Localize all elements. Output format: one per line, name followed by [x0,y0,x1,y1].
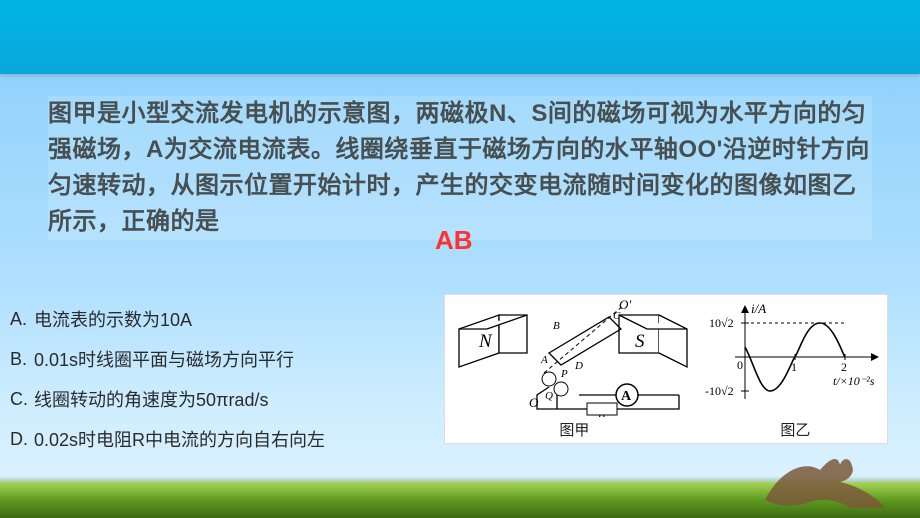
option-text: 0.02s时电阻R中电流的方向自右向左 [34,426,325,452]
option-c: C. 线圈转动的角速度为50πrad/s [10,386,450,412]
figure-generator: N S O' O B C A D P Q [445,295,704,443]
generator-svg: N S O' O B C A D P Q [449,299,699,417]
svg-text:B: B [553,320,560,332]
option-letter: B. [10,349,34,370]
figure-graph: 10√2 -10√2 0 1 2 i/A t/×10⁻²s 图乙 [704,295,887,443]
answer-label: AB [435,225,473,256]
question-text: 图甲是小型交流发电机的示意图，两磁极N、S间的磁场可视为水平方向的匀强磁场，A为… [48,96,872,240]
option-letter: A. [10,309,34,330]
option-b: B. 0.01s时线圈平面与磁场方向平行 [10,346,450,372]
kangaroo-icon [760,450,890,510]
ammeter-label: A [621,389,632,404]
title-band [0,0,920,74]
option-a: A. 电流表的示数为10A [10,306,450,332]
axis-top-label: O' [619,299,631,312]
figure2-caption: 图乙 [780,419,810,440]
options-list: A. 电流表的示数为10A B. 0.01s时线圈平面与磁场方向平行 C. 线圈… [10,306,450,466]
option-d: D. 0.02s时电阻R中电流的方向自右向左 [10,426,450,452]
svg-text:D: D [574,360,583,372]
ymin-label: -10√2 [705,384,734,398]
svg-text:P: P [560,368,568,380]
xlabel: t/×10⁻²s [833,374,875,388]
pole-s-label: S [635,331,645,352]
option-letter: C. [10,389,34,410]
question-area: 图甲是小型交流发电机的示意图，两磁极N、S间的磁场可视为水平方向的匀强磁场，A为… [48,96,872,240]
ymax-label: 10√2 [709,316,734,330]
svg-text:C: C [613,310,621,322]
svg-text:Q: Q [545,390,553,402]
option-text: 线圈转动的角速度为50πrad/s [34,386,268,412]
slide: 图甲是小型交流发电机的示意图，两磁极N、S间的磁场可视为水平方向的匀强磁场，A为… [0,0,920,518]
svg-text:A: A [540,354,548,366]
xtick2: 2 [841,360,847,374]
ylabel: i/A [751,301,766,316]
figure1-caption: 图甲 [559,419,589,440]
pole-n-label: N [478,331,493,352]
resistor-label: R [596,411,605,417]
graph-svg: 10√2 -10√2 0 1 2 i/A t/×10⁻²s [705,299,885,417]
svg-text:0: 0 [737,358,743,372]
figures-panel: N S O' O B C A D P Q [444,294,888,444]
option-letter: D. [10,429,34,450]
option-text: 0.01s时线圈平面与磁场方向平行 [34,346,294,372]
option-text: 电流表的示数为10A [34,306,192,332]
